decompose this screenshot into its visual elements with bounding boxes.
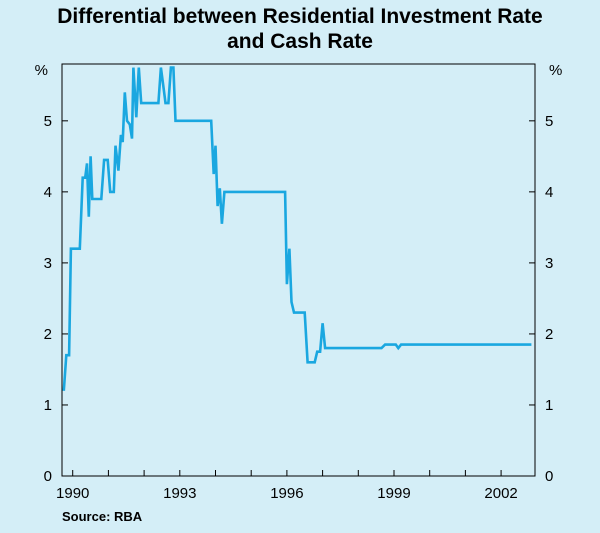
x-tick-label: 2002 bbox=[484, 485, 517, 502]
y-tick-label-right: 3 bbox=[545, 255, 553, 272]
y-tick-label-right: 5 bbox=[545, 113, 553, 130]
y-tick-label-left: 2 bbox=[44, 326, 52, 343]
y-unit-label-left: % bbox=[35, 62, 48, 79]
y-unit-label-right: % bbox=[549, 62, 562, 79]
x-tick-label: 1999 bbox=[377, 485, 410, 502]
chart-title-line-1: Differential between Residential Investm… bbox=[57, 5, 543, 28]
y-tick-label-left: 0 bbox=[44, 468, 52, 485]
x-tick-label: 1996 bbox=[270, 485, 303, 502]
chart-title-line-2: and Cash Rate bbox=[227, 30, 373, 53]
y-tick-label-left: 3 bbox=[44, 255, 52, 272]
y-tick-label-left: 5 bbox=[44, 113, 52, 130]
source-note: Source: RBA bbox=[62, 509, 143, 524]
y-tick-label-right: 1 bbox=[545, 397, 553, 414]
series-line-differential bbox=[62, 66, 532, 391]
x-tick-label: 1993 bbox=[163, 485, 196, 502]
plot-frame bbox=[61, 63, 536, 477]
y-tick-label-right: 4 bbox=[545, 184, 553, 201]
y-tick-label-right: 0 bbox=[545, 468, 553, 485]
chart-title: Differential between Residential Investm… bbox=[0, 4, 600, 54]
y-tick-label-left: 1 bbox=[44, 397, 52, 414]
x-tick-label: 1990 bbox=[56, 485, 89, 502]
y-tick-label-left: 4 bbox=[44, 184, 52, 201]
y-tick-label-right: 2 bbox=[545, 326, 553, 343]
